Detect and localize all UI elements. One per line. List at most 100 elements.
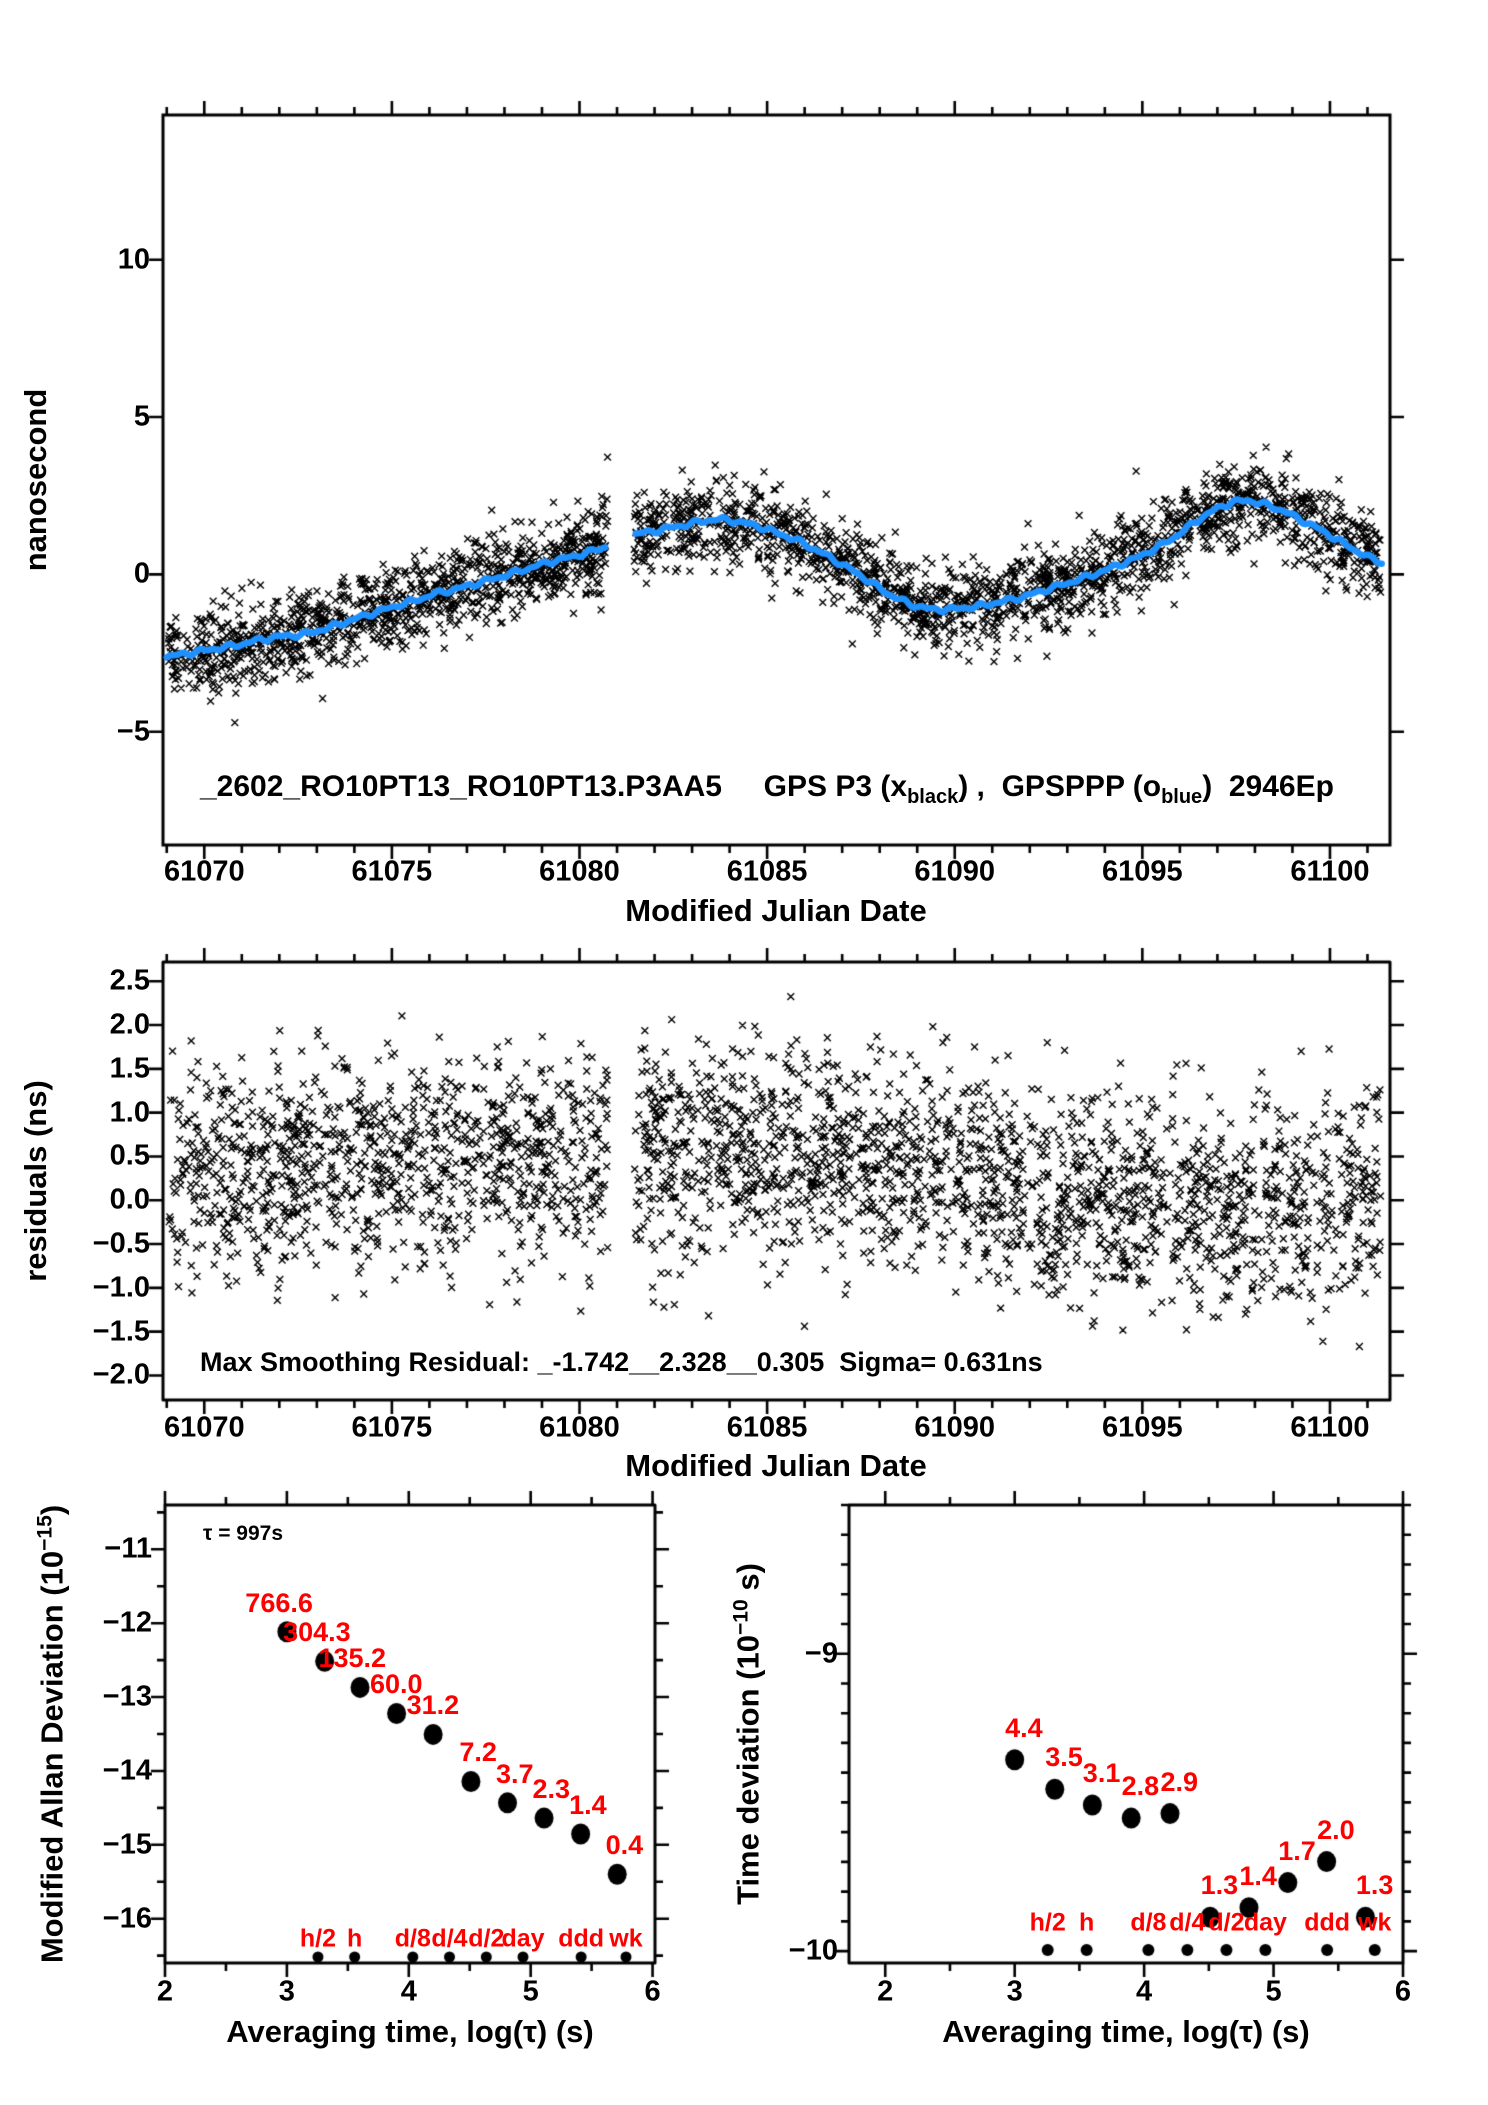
title-series2-sub: blue <box>1161 786 1203 808</box>
y-tick-label: −5 <box>116 715 150 748</box>
x-tick-label: 61085 <box>726 1411 808 1444</box>
time-unit-label: day <box>1243 1908 1287 1937</box>
time-unit-label: ddd <box>558 1924 605 1953</box>
y-tick-label: −9 <box>804 1637 838 1670</box>
panel4-x-axis-label: Averaging time, log(τ) (s) <box>942 2014 1310 2049</box>
panel1-title: _2602_RO10PT13_RO10PT13.P3AA5 GPS P3 (xb… <box>200 770 1334 809</box>
modified-allan-deviation-value-label: 304.3 <box>283 1617 351 1648</box>
time-unit-label: h/2 <box>299 1924 337 1953</box>
x-tick-label: 2 <box>156 1975 174 2008</box>
time-deviation-value-label: 3.1 <box>1082 1757 1121 1788</box>
y-tick-label: 5 <box>133 400 150 433</box>
panel2-x-axis-label: Modified Julian Date <box>625 1448 927 1483</box>
time-unit-label: d/4 <box>431 1924 468 1953</box>
time-unit-label: day <box>501 1924 545 1953</box>
y-tick-label: −15 <box>102 1828 152 1861</box>
panel1-x-axis-label: Modified Julian Date <box>625 893 927 928</box>
panel3-ylabel-suffix: ) <box>34 1504 70 1516</box>
title-series1-sub: black <box>907 786 959 808</box>
x-tick-label: 61075 <box>351 1411 433 1444</box>
y-tick-label: −13 <box>102 1680 152 1713</box>
x-tick-label: 2 <box>877 1975 894 2008</box>
time-deviation-value-label: 3.5 <box>1045 1742 1083 1773</box>
panel2-y-axis-label: residuals (ns) <box>18 1080 53 1282</box>
panel4-ylabel-exponent: −10 <box>729 1599 753 1636</box>
x-tick-label: 61080 <box>539 855 620 888</box>
x-tick-label: 61085 <box>726 855 808 888</box>
time-deviation-value-label: 2.9 <box>1160 1766 1198 1797</box>
time-deviation-value-label: 1.3 <box>1355 1870 1394 1901</box>
time-deviation-value-label: 1.3 <box>1200 1870 1239 1901</box>
panel3-y-axis-label: Modified Allan Deviation (10−15) <box>33 1505 70 1963</box>
panel3-x-axis-label: Averaging time, log(τ) (s) <box>226 2014 594 2049</box>
x-tick-label: 5 <box>522 1975 539 2008</box>
modified-allan-deviation-value-label: 135.2 <box>318 1643 387 1674</box>
modified-allan-deviation-value-label: 0.4 <box>605 1830 644 1861</box>
x-tick-label: 6 <box>1394 1975 1412 2008</box>
y-tick-label: −1.5 <box>92 1315 150 1348</box>
y-tick-label: −14 <box>102 1754 152 1787</box>
y-tick-label: −10 <box>788 1934 838 1967</box>
time-deviation-value-label: 2.0 <box>1317 1814 1355 1845</box>
panel4-ylabel-suffix: s) <box>730 1563 766 1600</box>
y-tick-label: −2.0 <box>92 1358 150 1391</box>
x-tick-label: 4 <box>1136 1975 1153 2008</box>
x-tick-label: 3 <box>1006 1975 1023 2008</box>
y-tick-label: 1.5 <box>109 1052 150 1085</box>
x-tick-label: 61070 <box>163 1411 245 1444</box>
panel4-y-axis-label: Time deviation (10−10 s) <box>729 1563 766 1905</box>
panel4-ylabel-prefix: Time deviation (10 <box>730 1635 766 1905</box>
x-tick-label: 61095 <box>1102 1411 1183 1444</box>
tau-annotation: τ = 997s <box>203 1522 284 1545</box>
modified-allan-deviation-value-label: 766.6 <box>245 1587 313 1618</box>
time-unit-label: d/2 <box>1208 1908 1245 1937</box>
y-tick-label: 0.0 <box>109 1183 150 1216</box>
y-tick-label: 0.5 <box>109 1139 150 1172</box>
x-tick-label: 61100 <box>1290 1411 1370 1444</box>
panel3-ylabel-exponent: −15 <box>33 1515 57 1551</box>
title-series1: GPS P3 (x <box>763 770 908 803</box>
panel1-y-axis-label: nanosecond <box>18 388 53 572</box>
y-tick-label: −1.0 <box>92 1271 150 1304</box>
x-tick-label: 5 <box>1265 1975 1282 2008</box>
time-deviation-value-label: 2.8 <box>1121 1771 1160 1802</box>
modified-allan-deviation-value-label: 1.4 <box>569 1790 607 1820</box>
residual-stats-annotation: Max Smoothing Residual: _-1.742__2.328__… <box>200 1347 1043 1377</box>
time-unit-label: h/2 <box>1029 1908 1066 1937</box>
y-tick-label: 2.0 <box>109 1008 150 1041</box>
x-tick-label: 3 <box>278 1975 295 2008</box>
x-tick-label: 61090 <box>914 855 996 888</box>
title-spacer <box>722 770 764 803</box>
title-file-id: _2602_RO10PT13_RO10PT13.P3AA5 <box>200 770 722 803</box>
modified-allan-deviation-value-label: 31.2 <box>406 1690 460 1721</box>
modified-allan-deviation-value-label: 3.7 <box>495 1758 534 1789</box>
time-deviation-value-label: 1.7 <box>1278 1835 1316 1866</box>
time-deviation-value-label: 1.4 <box>1239 1860 1277 1891</box>
time-unit-label: wk <box>609 1924 643 1953</box>
y-tick-label: −16 <box>102 1902 152 1935</box>
x-tick-label: 61095 <box>1102 855 1183 888</box>
time-unit-label: d/4 <box>1169 1908 1206 1937</box>
modified-allan-deviation-value-label: 7.2 <box>459 1737 497 1768</box>
time-unit-label: d/2 <box>468 1924 505 1953</box>
x-tick-label: 61070 <box>163 855 245 888</box>
y-tick-label: −0.5 <box>92 1227 150 1260</box>
panel3-ylabel-prefix: Modified Allan Deviation (10 <box>34 1550 70 1964</box>
x-tick-label: 61100 <box>1290 855 1370 888</box>
title-suffix: ) 2946Ep <box>1202 770 1334 803</box>
time-unit-label: d/8 <box>1130 1908 1167 1937</box>
time-unit-label: h <box>1079 1908 1095 1937</box>
modified-allan-deviation-value-label: 60.0 <box>370 1669 423 1700</box>
title-between: ) , GPSPPP (o <box>958 770 1162 803</box>
y-tick-label: 2.5 <box>109 964 150 997</box>
x-tick-label: 61080 <box>539 1411 620 1444</box>
y-tick-label: 0 <box>133 557 150 590</box>
y-tick-label: −12 <box>102 1606 152 1639</box>
x-tick-label: 4 <box>400 1975 417 2008</box>
time-deviation-value-label: 4.4 <box>1005 1712 1043 1743</box>
y-tick-label: 1.0 <box>109 1096 150 1129</box>
time-unit-label: wk <box>1358 1908 1392 1937</box>
x-tick-label: 61090 <box>914 1411 996 1444</box>
time-unit-label: ddd <box>1304 1908 1351 1937</box>
